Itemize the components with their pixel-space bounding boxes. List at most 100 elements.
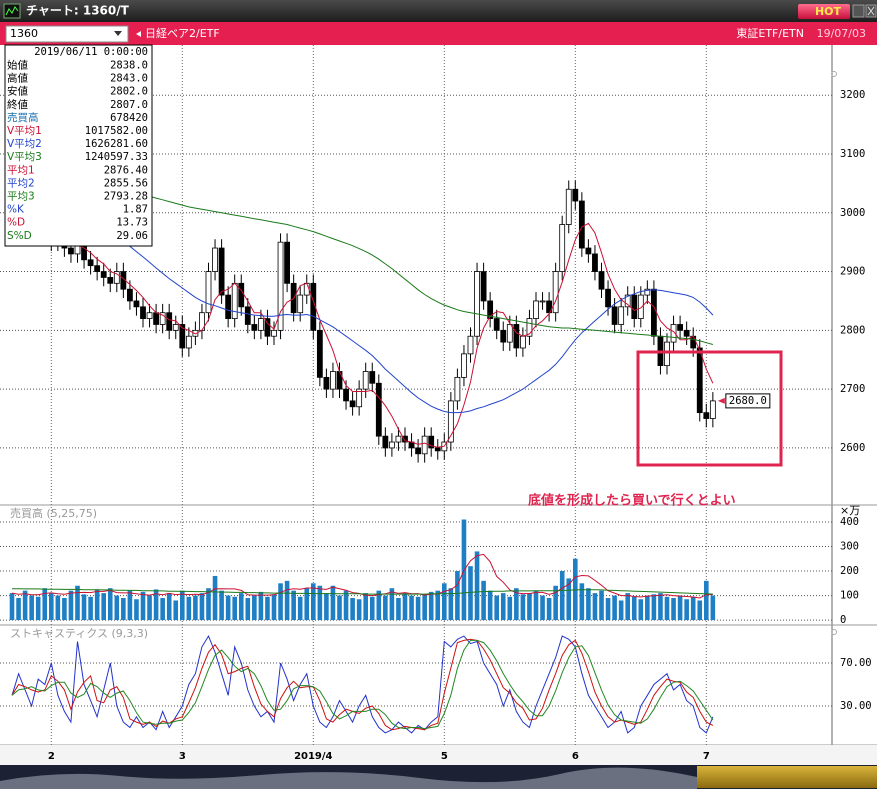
candle-body [159, 312, 166, 325]
volume-bar [605, 598, 611, 621]
annotation: 底値を形成したら買いで行くとよい [528, 493, 736, 509]
volume-bar [553, 585, 558, 621]
volume-bar [494, 595, 499, 621]
volume-bar [284, 580, 290, 621]
volume-bar [383, 595, 388, 621]
volume-bar [376, 590, 382, 621]
volume-bar [402, 593, 408, 621]
candle-body [598, 271, 605, 290]
y-tick-label: 400 [840, 516, 859, 528]
y-tick-label: 3000 [840, 207, 865, 219]
code-input[interactable] [5, 25, 129, 43]
volume-bar [409, 595, 414, 621]
panel-handle[interactable] [831, 71, 837, 77]
candle-body [664, 341, 670, 367]
code-text[interactable]: 1360 [10, 27, 38, 40]
volume-bar [363, 593, 368, 621]
volume-bar [304, 588, 310, 621]
restore-button[interactable] [852, 4, 865, 18]
volume-bar [107, 588, 113, 621]
panel-handle[interactable] [831, 629, 837, 635]
candle-body [461, 353, 467, 378]
candle-body [166, 312, 173, 331]
volume-bar [88, 596, 93, 621]
volume-bar [500, 593, 506, 621]
info-label: 始値 [7, 59, 28, 72]
y-tick-label: 2900 [840, 266, 865, 278]
dropdown-arrow[interactable] [114, 31, 122, 36]
candle-body [382, 435, 389, 449]
volume-bar [324, 593, 329, 621]
info-label: 高値 [7, 72, 28, 85]
volume-bar [527, 593, 532, 621]
hot-label[interactable]: HOT [815, 5, 842, 18]
line-series [11, 639, 714, 730]
candle-body [362, 371, 369, 390]
info-label: 平均3 [7, 191, 35, 203]
price-pointer [717, 397, 725, 404]
candle-body [107, 277, 114, 284]
info-value: 29.06 [116, 230, 148, 242]
volume-bar [455, 571, 460, 621]
y-tick-label: 100 [840, 590, 859, 602]
candle-body [369, 371, 376, 384]
line-series [12, 588, 713, 595]
candle-body [192, 329, 199, 337]
candle-body [493, 318, 500, 331]
candle-body [513, 324, 520, 349]
volume-bar [704, 580, 709, 621]
y-tick-label: 2700 [840, 383, 865, 395]
candle-body [565, 188, 572, 225]
candle-body [172, 324, 179, 331]
volume-bar [147, 595, 152, 621]
y-tick-label: 2600 [840, 442, 865, 454]
y-tick-label: 0 [840, 614, 846, 626]
volume-bar [166, 593, 172, 621]
scroll-thumb[interactable] [697, 766, 877, 788]
security-name: 日経ベア2/ETF [145, 27, 220, 40]
volume-bar [337, 595, 342, 621]
volume-bar [599, 590, 604, 621]
candle-body [94, 265, 101, 272]
hot-button[interactable] [798, 4, 850, 19]
volume-bar [311, 583, 316, 621]
x-axis-area [0, 745, 877, 765]
candle-body [225, 294, 232, 319]
volume-bar [245, 598, 251, 621]
candle-body [480, 271, 487, 302]
volume-bar [677, 595, 683, 621]
info-value: 1017582.00 [85, 125, 148, 137]
volume-bar [55, 595, 61, 621]
info-value: 2793.28 [104, 191, 148, 203]
candle-body [356, 388, 363, 408]
volume-bar [671, 598, 676, 621]
candle-body [533, 300, 539, 319]
info-value: 2807.0 [110, 99, 148, 111]
candle-body [631, 294, 638, 319]
volume-bar [134, 599, 139, 621]
y-tick-label: 200 [840, 565, 859, 577]
candle-body [146, 312, 153, 319]
candle-body [113, 271, 120, 284]
candle-body [506, 324, 513, 343]
candle-body [133, 300, 140, 308]
volume-bar [271, 594, 277, 621]
price-label-box [725, 393, 771, 409]
candle-body [87, 259, 94, 267]
line-series [11, 638, 714, 731]
candle-body [552, 271, 559, 314]
candle-body [637, 294, 644, 319]
candle-body [644, 288, 651, 296]
x-tick-label: 5 [441, 751, 448, 762]
candle-body [500, 329, 507, 343]
candle-body [690, 335, 697, 349]
volume-bar [232, 596, 237, 621]
candle-body [546, 300, 552, 314]
market-name: 東証ETF/ETN [736, 27, 804, 40]
x-tick-label: 7 [703, 751, 710, 762]
candle-body [624, 294, 631, 308]
app-icon-graph [5, 6, 19, 16]
candle-body [402, 435, 408, 443]
candle-body [212, 247, 218, 272]
y-tick-label: 30.00 [840, 700, 872, 712]
